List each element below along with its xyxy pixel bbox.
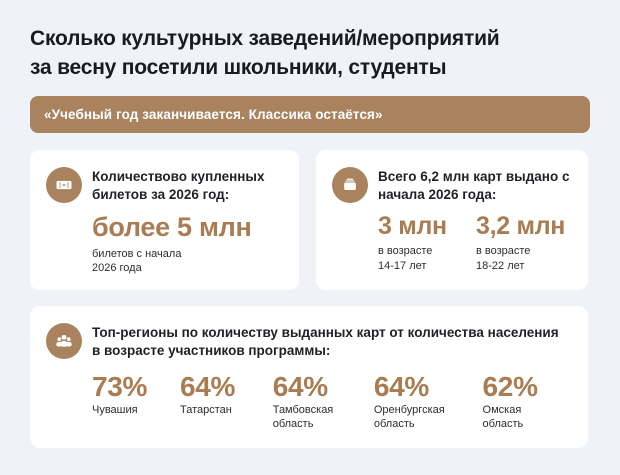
age-stat-18-22: 3,2 млн в возрасте 18-22 лет — [476, 211, 566, 273]
top-regions-heading: Топ-регионы по количеству выданных карт … — [92, 325, 559, 358]
age-stat-14-17: 3 млн в возрасте 14-17 лет — [378, 211, 468, 273]
cards-issued-stats: 3 млн в возрасте 14-17 лет 3,2 млн в воз… — [378, 211, 572, 273]
region-stat-value: 64% — [272, 370, 328, 402]
cards-issued-card: Всего 6,2 млн карт выдано с начала 2026 … — [316, 150, 588, 290]
tickets-value: более 5 млн — [92, 211, 252, 242]
region-stat-label: Оренбургская область — [373, 404, 445, 431]
age-stat-value: 3 млн — [378, 211, 447, 240]
page-title-line-1: Сколько культурных заведений/мероприятий — [30, 27, 500, 50]
wallet-icon — [332, 167, 368, 203]
page-title-line-2: за весну посетили школьники, студенты — [30, 56, 447, 79]
tickets-card-body: более 5 млн билетов с начала 2026 года — [92, 211, 283, 275]
age-stat-label: в возрасте 18-22 лет — [476, 245, 531, 272]
region-stat-value: 73% — [92, 370, 148, 402]
stat-cards-row: Количествово купленных билетов за 2026 г… — [30, 150, 590, 290]
tickets-caption: билетов с начала 2026 года — [92, 247, 182, 274]
age-stat-value: 3,2 млн — [476, 211, 566, 240]
cards-issued-header: Всего 6,2 млн карт выдано с начала 2026 … — [332, 167, 572, 204]
quote-banner: «Учебный год заканчивается. Классика ост… — [30, 96, 590, 133]
page-title: Сколько культурных заведений/мероприятий… — [30, 24, 590, 82]
tickets-card-heading: Количествово купленных билетов за 2026 г… — [92, 169, 265, 202]
top-regions-header: Топ-регионы по количеству выданных карт … — [46, 323, 572, 360]
region-stat-label: Чувашия — [92, 404, 138, 417]
region-stat-label: Татарстан — [180, 404, 232, 417]
region-stat-label: Тамбовская область — [272, 404, 334, 431]
region-stat-omsk: 62% Омская область — [483, 372, 572, 432]
region-stat-tatarstan: 64% Татарстан — [180, 372, 273, 432]
people-icon — [46, 323, 82, 359]
tickets-card: Количествово купленных билетов за 2026 г… — [30, 150, 299, 290]
region-stat-tambov: 64% Тамбовская область — [273, 372, 374, 432]
age-stat-label: в возрасте 14-17 лет — [378, 245, 433, 272]
quote-banner-text: «Учебный год заканчивается. Классика ост… — [44, 107, 383, 122]
regions-stats-row: 73% Чувашия 64% Татарстан 64% Тамбовская… — [92, 372, 572, 432]
region-stat-value: 64% — [373, 370, 430, 402]
region-stat-label: Омская область — [482, 404, 524, 431]
region-stat-value: 64% — [180, 370, 236, 402]
ticket-icon — [46, 167, 82, 203]
region-stat-value: 62% — [482, 370, 538, 402]
tickets-card-header: Количествово купленных билетов за 2026 г… — [46, 167, 283, 204]
cards-issued-heading: Всего 6,2 млн карт выдано с начала 2026 … — [378, 169, 570, 202]
cards-issued-body: 3 млн в возрасте 14-17 лет 3,2 млн в воз… — [378, 211, 572, 273]
region-stat-chuvashia: 73% Чувашия — [92, 372, 180, 432]
region-stat-orenburg: 64% Оренбургская область — [374, 372, 483, 432]
top-regions-card: Топ-регионы по количеству выданных карт … — [30, 306, 588, 448]
